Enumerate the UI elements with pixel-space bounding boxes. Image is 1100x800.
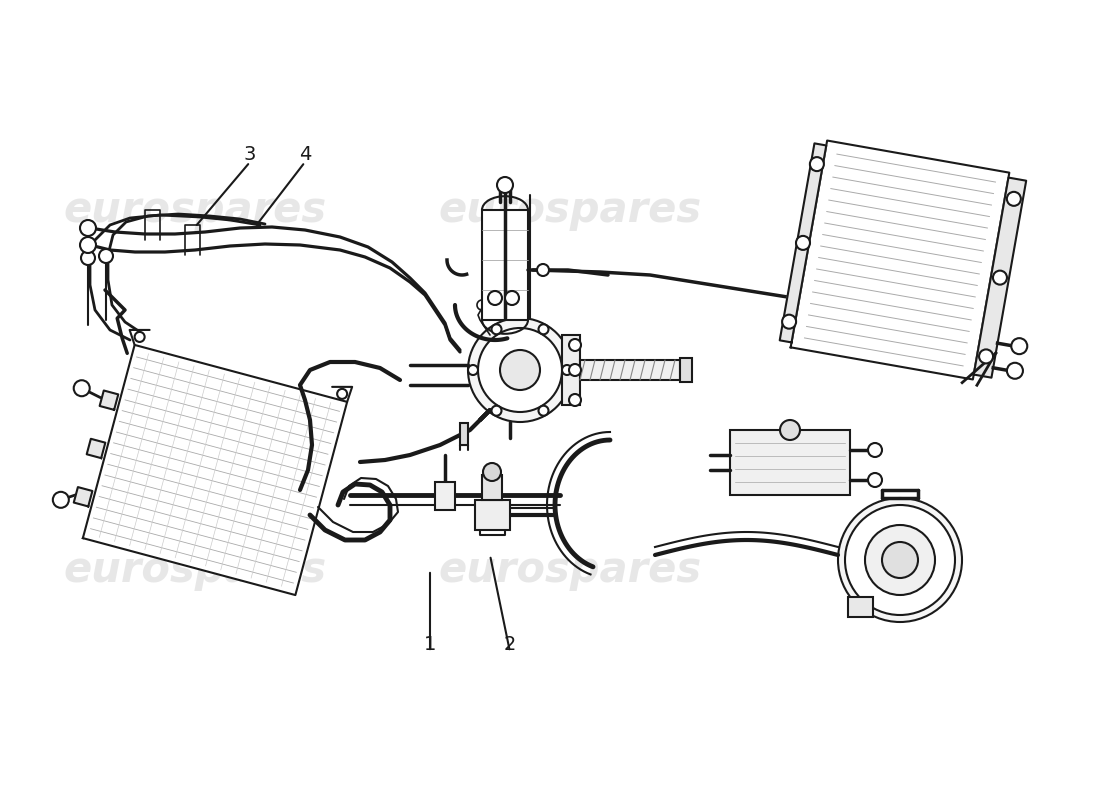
Polygon shape	[780, 143, 826, 342]
Circle shape	[1006, 192, 1021, 206]
Text: eurospares: eurospares	[64, 549, 327, 591]
Circle shape	[979, 350, 993, 363]
Bar	[482, 475, 502, 500]
Polygon shape	[82, 345, 348, 595]
Text: eurospares: eurospares	[439, 549, 702, 591]
Bar	[434, 482, 455, 510]
Text: 3: 3	[244, 145, 256, 164]
Polygon shape	[791, 141, 1010, 379]
Circle shape	[838, 498, 962, 622]
Circle shape	[478, 328, 562, 412]
Circle shape	[337, 389, 348, 399]
Bar	[475, 500, 510, 530]
Circle shape	[492, 406, 502, 416]
Polygon shape	[100, 390, 119, 410]
Circle shape	[865, 525, 935, 595]
Circle shape	[488, 291, 502, 305]
Polygon shape	[74, 487, 92, 506]
Circle shape	[796, 236, 810, 250]
Circle shape	[80, 237, 96, 253]
Circle shape	[468, 365, 478, 375]
Circle shape	[868, 443, 882, 457]
Circle shape	[780, 420, 800, 440]
Text: eurospares: eurospares	[439, 189, 702, 231]
Circle shape	[993, 270, 1007, 285]
Circle shape	[537, 264, 549, 276]
Circle shape	[134, 332, 144, 342]
Circle shape	[53, 492, 69, 508]
Circle shape	[569, 364, 581, 376]
Bar	[680, 358, 692, 382]
Circle shape	[562, 365, 572, 375]
Text: 1: 1	[424, 635, 437, 654]
Bar	[580, 360, 680, 380]
Circle shape	[80, 220, 96, 236]
Bar	[848, 598, 873, 618]
Circle shape	[845, 505, 955, 615]
Circle shape	[492, 324, 502, 334]
Circle shape	[81, 251, 95, 265]
Text: 2: 2	[504, 635, 516, 654]
Circle shape	[74, 380, 90, 396]
Circle shape	[882, 542, 918, 578]
Circle shape	[497, 177, 513, 193]
Circle shape	[99, 249, 113, 263]
Circle shape	[1006, 362, 1023, 378]
Bar	[482, 210, 528, 320]
Circle shape	[468, 318, 572, 422]
Text: eurospares: eurospares	[64, 189, 327, 231]
Bar	[460, 423, 467, 445]
Circle shape	[569, 339, 581, 351]
Circle shape	[483, 463, 500, 481]
Circle shape	[810, 157, 824, 171]
Circle shape	[569, 394, 581, 406]
Circle shape	[868, 473, 882, 487]
Circle shape	[782, 314, 796, 329]
Text: 4: 4	[299, 145, 311, 164]
Polygon shape	[974, 178, 1026, 378]
Circle shape	[505, 291, 519, 305]
Circle shape	[539, 406, 549, 416]
Bar	[562, 335, 580, 405]
Polygon shape	[87, 439, 106, 458]
Bar	[730, 430, 850, 495]
Circle shape	[500, 350, 540, 390]
Circle shape	[539, 324, 549, 334]
Circle shape	[1011, 338, 1027, 354]
